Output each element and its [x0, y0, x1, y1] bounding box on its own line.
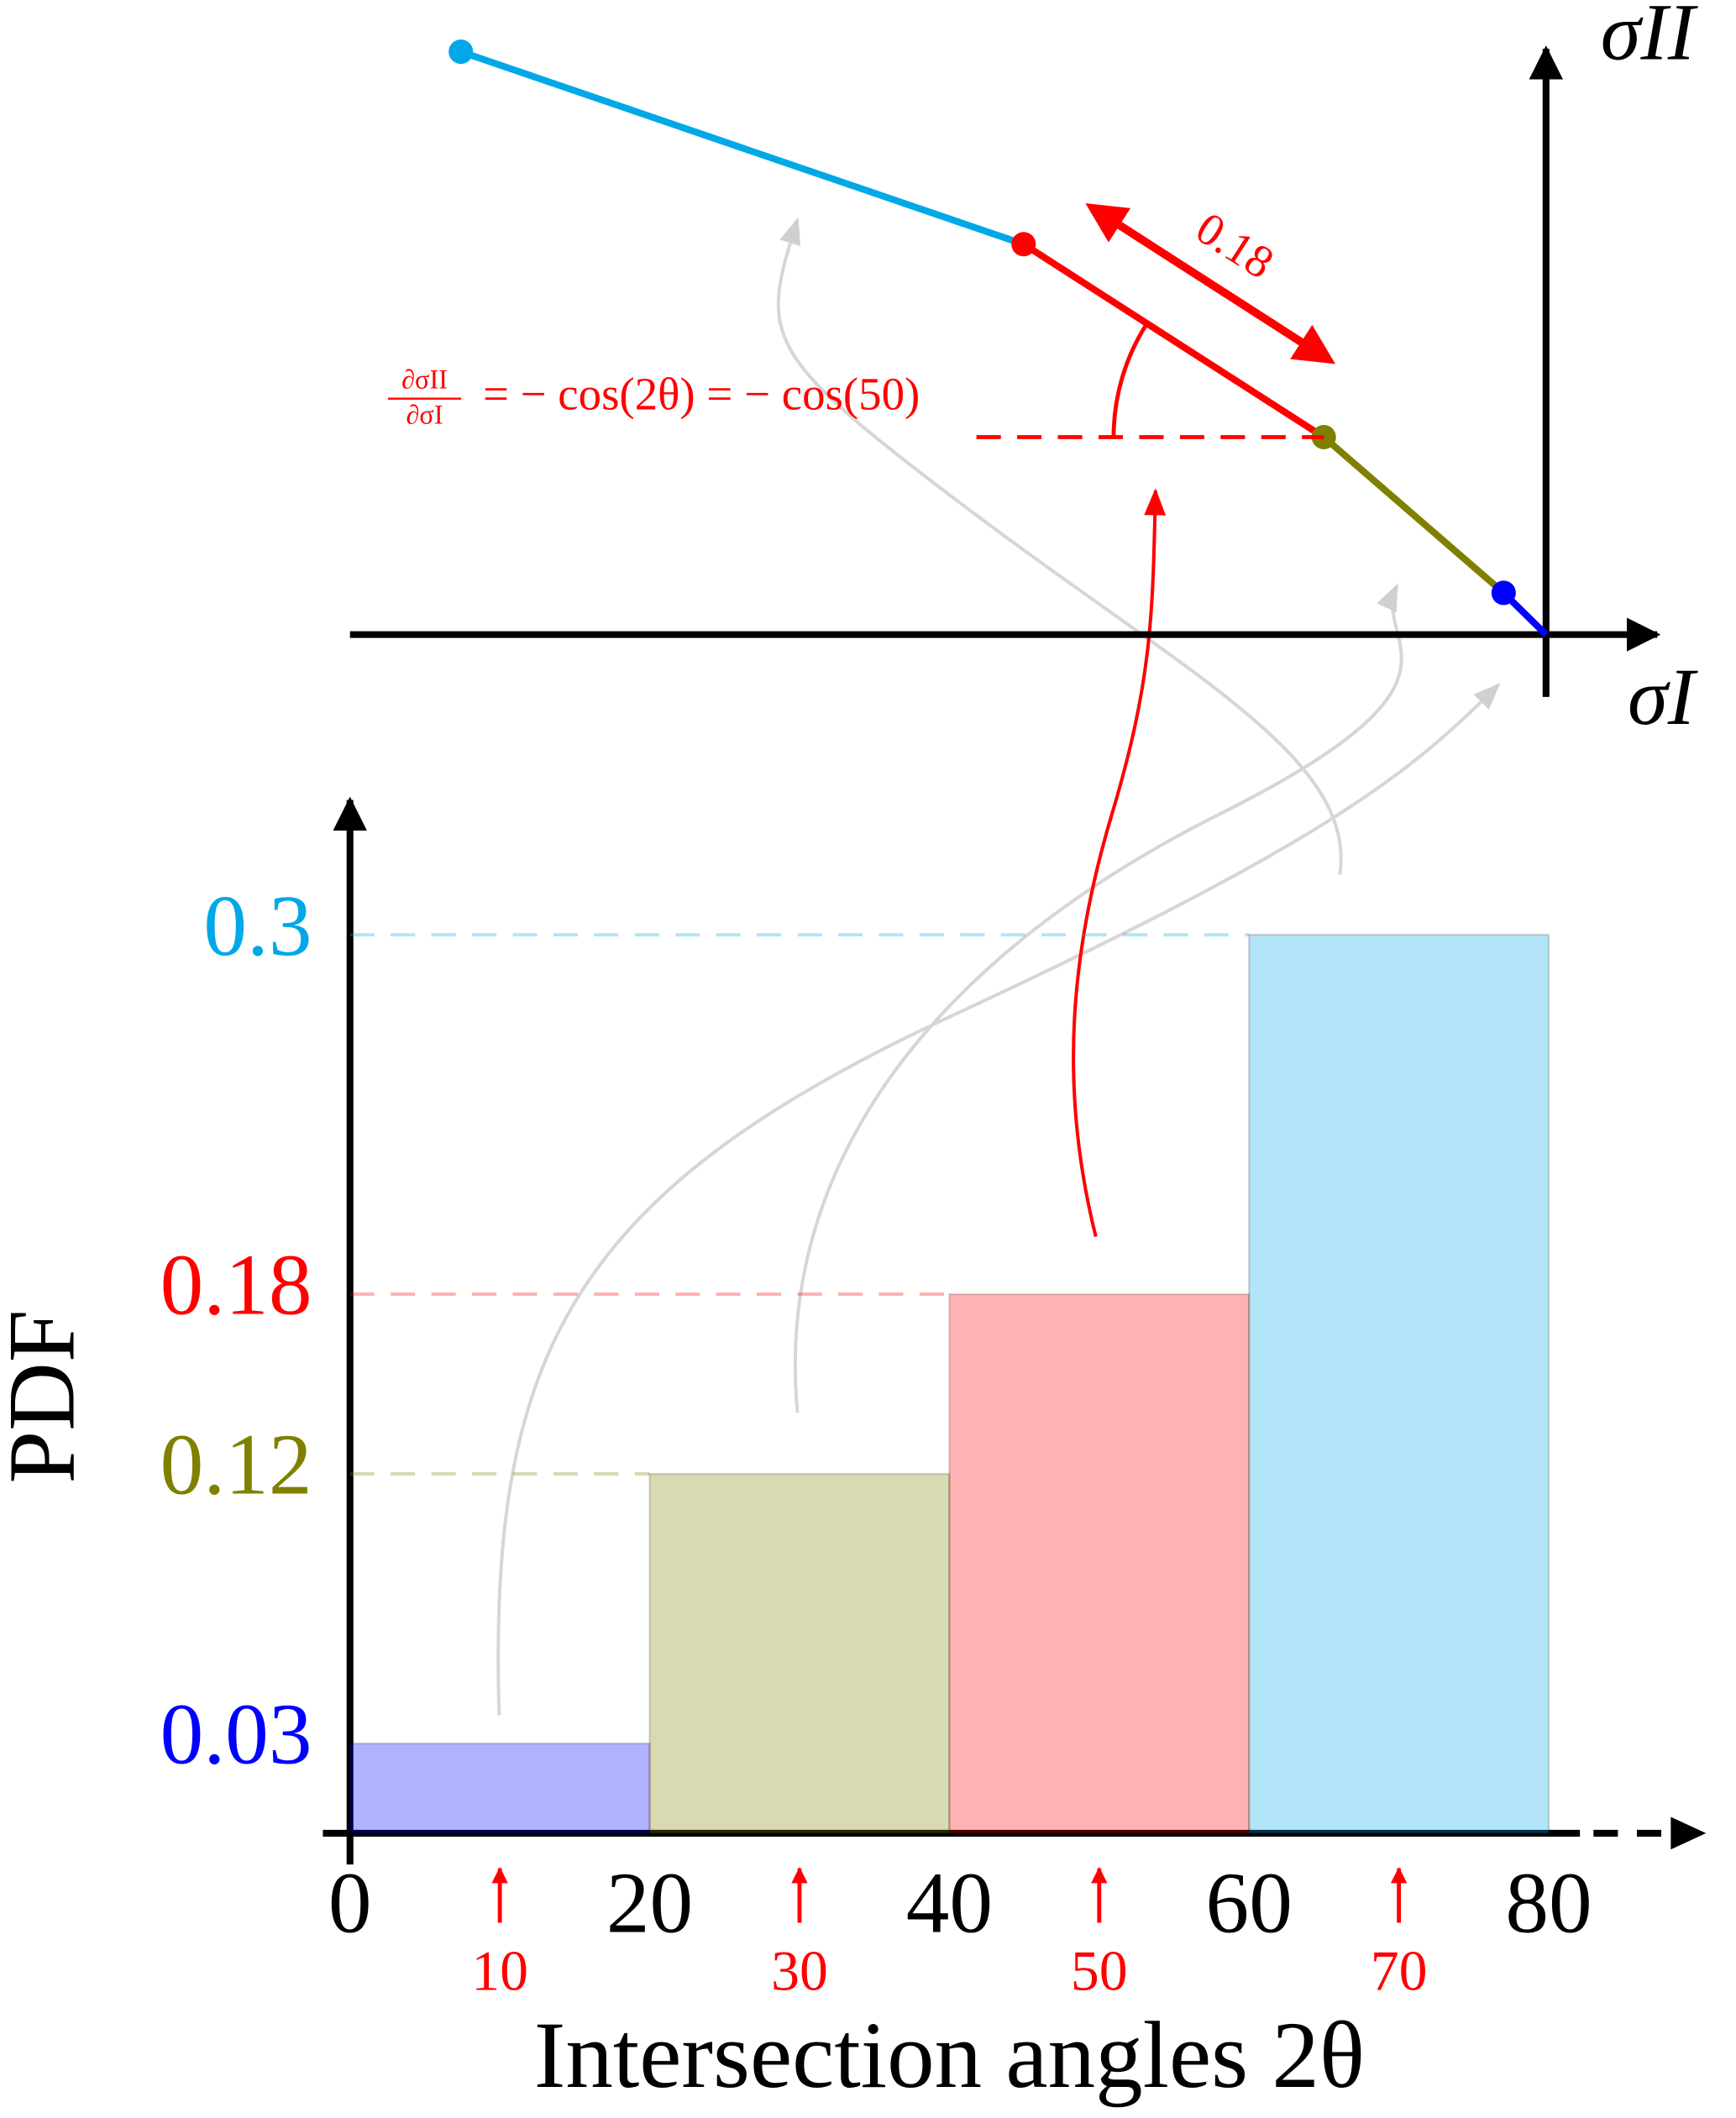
stress-point [1011, 232, 1036, 257]
connector-curve [496, 683, 1501, 1716]
sigma-ii-label: σII [1601, 0, 1699, 77]
y-axis-label: PDF [0, 1309, 94, 1483]
length-arrow [1085, 203, 1335, 364]
sigma-i-label: σI [1628, 652, 1699, 742]
bin-center-label: 50 [1071, 1940, 1128, 2003]
x-axis-arrow [1670, 1817, 1707, 1850]
formula-numerator: ∂σII [401, 364, 448, 395]
x-tick-label: 40 [906, 1855, 993, 1951]
stress-point [1491, 580, 1516, 606]
stress-segment [1021, 241, 1326, 440]
bar [349, 1742, 651, 1835]
stress-segment [1321, 434, 1506, 595]
slope-angle-arc [1111, 322, 1149, 438]
bin-center-label: 10 [471, 1940, 528, 2003]
formula-denominator: ∂σI [406, 400, 443, 430]
bin-center-label: 30 [771, 1940, 828, 2003]
bin-center-label: 70 [1371, 1940, 1428, 2003]
bar [1247, 933, 1550, 1835]
y-tick-label: 0.18 [160, 1238, 312, 1334]
bar [948, 1292, 1251, 1835]
x-tick-label: 0 [328, 1855, 372, 1951]
connector-curve [1072, 488, 1167, 1238]
y-tick-label: 0.12 [160, 1418, 312, 1513]
x-axis-label: Intersection angles 2θ [534, 2003, 1365, 2108]
stress-point [448, 39, 474, 65]
connector-curve [776, 217, 1343, 875]
formula-rhs: = − cos(2θ) = − cos(50) [483, 368, 920, 419]
stress-segment [459, 48, 1025, 248]
connector-curve [793, 583, 1403, 1413]
x-tick-label: 60 [1206, 1855, 1293, 1951]
x-tick-label: 80 [1505, 1855, 1592, 1951]
y-tick-label: 0.3 [203, 878, 312, 974]
x-tick-label: 20 [606, 1855, 693, 1951]
y-tick-label: 0.03 [160, 1687, 312, 1783]
bar [648, 1472, 951, 1835]
